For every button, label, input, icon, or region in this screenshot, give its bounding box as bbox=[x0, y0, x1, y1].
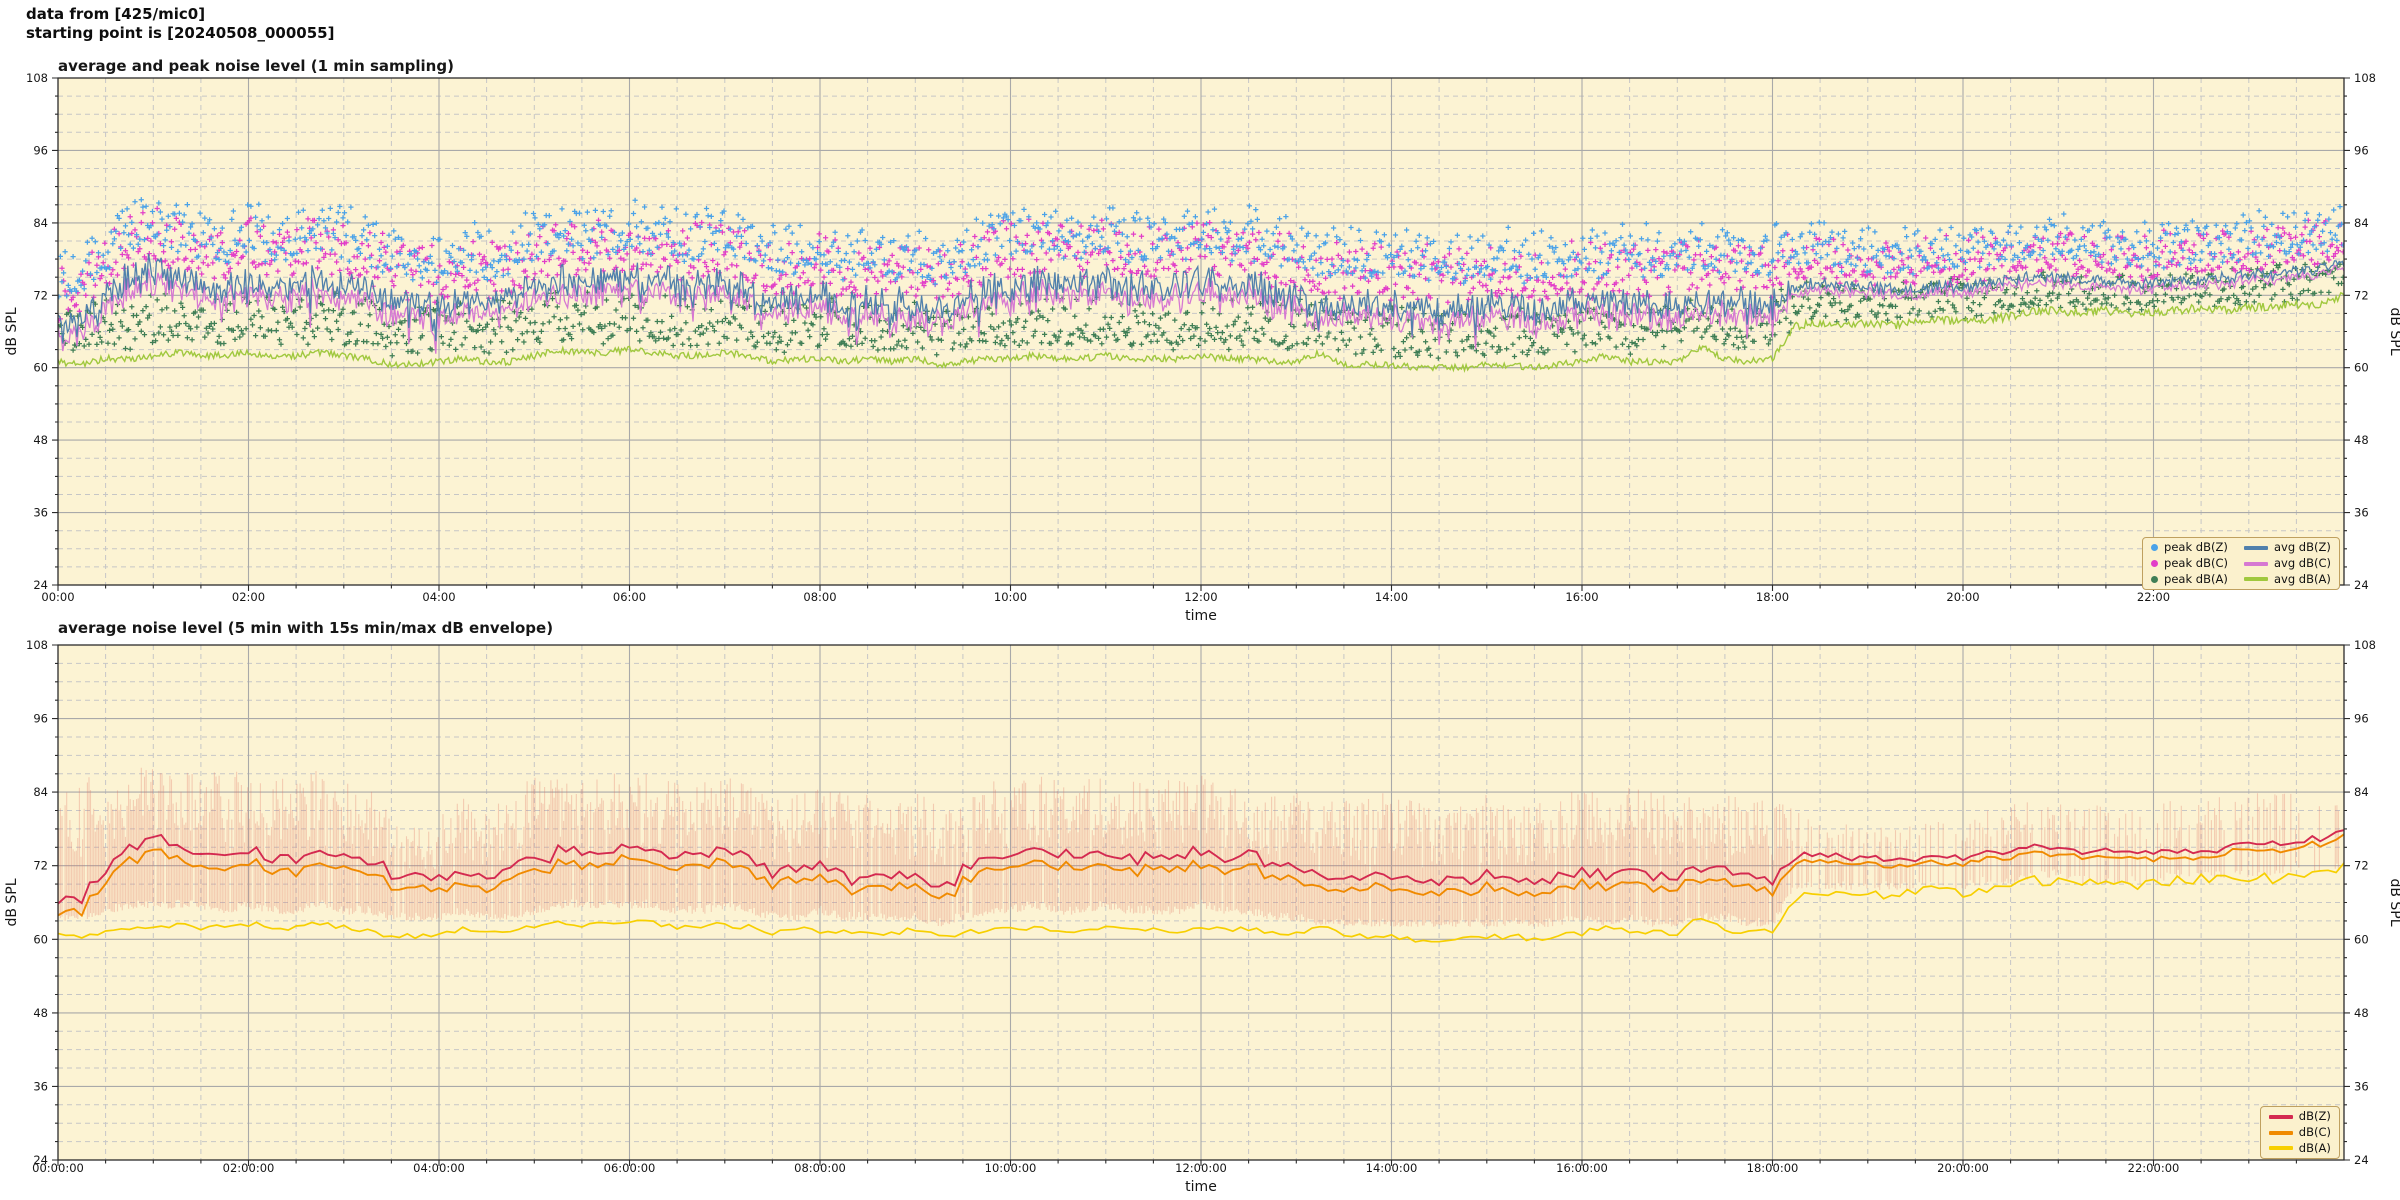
svg-text:24: 24 bbox=[33, 578, 48, 592]
line-swatch-icon bbox=[2268, 1146, 2293, 1151]
header-source-line: data from [425/mic0] bbox=[26, 5, 206, 23]
legend-label-peak-db-c: peak dB(C) bbox=[2164, 555, 2228, 570]
legend-item-db-c: dB(C) bbox=[2268, 1124, 2331, 1140]
top-chart-ylabel-right: dB SPL bbox=[2387, 307, 2400, 355]
header-start-line: starting point is [20240508_000055] bbox=[26, 24, 335, 43]
svg-text:00:00:00: 00:00:00 bbox=[32, 1161, 84, 1175]
svg-text:48: 48 bbox=[33, 1006, 48, 1020]
svg-text:72: 72 bbox=[33, 288, 48, 302]
bottom-chart-xlabel: time bbox=[1185, 1179, 1217, 1195]
line-swatch-icon bbox=[2243, 545, 2268, 550]
legend-label-db-a: dB(A) bbox=[2298, 1140, 2331, 1155]
svg-text:48: 48 bbox=[2354, 433, 2369, 447]
legend-item-avg-db-z: avg dB(Z) bbox=[2243, 540, 2331, 555]
svg-text:18:00: 18:00 bbox=[1756, 590, 1789, 604]
svg-text:08:00: 08:00 bbox=[803, 590, 836, 604]
line-swatch-icon bbox=[2268, 1130, 2293, 1135]
svg-text:16:00:00: 16:00:00 bbox=[1556, 1161, 1608, 1175]
line-swatch-icon bbox=[2243, 561, 2268, 566]
top-chart-title: average and peak noise level (1 min samp… bbox=[58, 57, 454, 75]
svg-text:84: 84 bbox=[2354, 785, 2369, 799]
svg-text:36: 36 bbox=[33, 1079, 48, 1093]
svg-text:36: 36 bbox=[33, 506, 48, 520]
legend-item-peak-db-a: peak dB(A) bbox=[2151, 571, 2228, 587]
svg-text:20:00:00: 20:00:00 bbox=[1937, 1161, 1989, 1175]
legend-label-peak-db-a: peak dB(A) bbox=[2164, 571, 2228, 586]
svg-text:00:00: 00:00 bbox=[41, 590, 74, 604]
svg-text:96: 96 bbox=[2354, 712, 2369, 726]
report-header: data from [425/mic0] starting point is [… bbox=[26, 5, 334, 43]
legend-label-peak-db-z: peak dB(Z) bbox=[2164, 540, 2228, 554]
svg-text:10:00: 10:00 bbox=[994, 590, 1027, 604]
svg-text:84: 84 bbox=[33, 216, 48, 230]
svg-text:108: 108 bbox=[26, 638, 48, 652]
point-marker-icon bbox=[2151, 560, 2159, 568]
svg-text:06:00: 06:00 bbox=[613, 590, 646, 604]
svg-text:108: 108 bbox=[26, 71, 48, 85]
svg-text:02:00: 02:00 bbox=[232, 590, 265, 604]
bottom-chart-legend: dB(Z) dB(C) dB(A) bbox=[2259, 1106, 2340, 1160]
svg-text:22:00: 22:00 bbox=[2137, 590, 2170, 604]
svg-text:96: 96 bbox=[33, 712, 48, 726]
svg-text:18:00:00: 18:00:00 bbox=[1747, 1161, 1799, 1175]
svg-text:36: 36 bbox=[2354, 1079, 2369, 1093]
svg-text:84: 84 bbox=[2354, 216, 2369, 230]
svg-text:08:00:00: 08:00:00 bbox=[794, 1161, 846, 1175]
svg-text:24: 24 bbox=[33, 1153, 48, 1167]
point-marker-icon bbox=[2151, 544, 2159, 552]
svg-text:20:00: 20:00 bbox=[1946, 590, 1979, 604]
legend-item-avg-db-c: avg dB(C) bbox=[2243, 555, 2331, 571]
bottom-chart-ylabel-left: dB SPL bbox=[4, 878, 20, 926]
svg-text:84: 84 bbox=[33, 785, 48, 799]
svg-text:72: 72 bbox=[2354, 859, 2369, 873]
svg-text:06:00:00: 06:00:00 bbox=[604, 1161, 656, 1175]
top-chart-xlabel: time bbox=[1185, 608, 1217, 624]
legend-label-db-z: dB(Z) bbox=[2298, 1109, 2331, 1123]
svg-text:12:00:00: 12:00:00 bbox=[1175, 1161, 1227, 1175]
svg-text:10:00:00: 10:00:00 bbox=[985, 1161, 1037, 1175]
legend-item-avg-db-a: avg dB(A) bbox=[2243, 571, 2331, 587]
svg-text:108: 108 bbox=[2354, 71, 2376, 85]
bottom-chart-title: average noise level (5 min with 15s min/… bbox=[58, 619, 553, 637]
top-chart-legend: peak dB(Z) avg dB(Z) peak dB(C) avg dB(C) pe… bbox=[2142, 537, 2340, 591]
svg-text:12:00: 12:00 bbox=[1184, 590, 1217, 604]
svg-text:04:00:00: 04:00:00 bbox=[413, 1161, 465, 1175]
svg-text:16:00: 16:00 bbox=[1565, 590, 1598, 604]
svg-text:02:00:00: 02:00:00 bbox=[223, 1161, 275, 1175]
legend-label-db-c: dB(C) bbox=[2298, 1124, 2331, 1139]
legend-item-db-z: dB(Z) bbox=[2268, 1109, 2331, 1124]
svg-text:48: 48 bbox=[33, 433, 48, 447]
svg-text:108: 108 bbox=[2354, 638, 2376, 652]
line-swatch-icon bbox=[2268, 1114, 2293, 1119]
legend-label-avg-db-a: avg dB(A) bbox=[2273, 571, 2331, 586]
svg-text:22:00:00: 22:00:00 bbox=[2128, 1161, 2180, 1175]
svg-text:72: 72 bbox=[2354, 288, 2369, 302]
svg-text:14:00: 14:00 bbox=[1375, 590, 1408, 604]
svg-text:72: 72 bbox=[33, 859, 48, 873]
svg-text:48: 48 bbox=[2354, 1006, 2369, 1020]
svg-text:24: 24 bbox=[2354, 1153, 2369, 1167]
svg-text:96: 96 bbox=[33, 143, 48, 157]
svg-text:60: 60 bbox=[33, 361, 48, 375]
legend-label-avg-db-z: avg dB(Z) bbox=[2273, 540, 2331, 554]
svg-text:24: 24 bbox=[2354, 578, 2369, 592]
svg-text:96: 96 bbox=[2354, 143, 2369, 157]
svg-text:60: 60 bbox=[2354, 932, 2369, 946]
legend-label-avg-db-c: avg dB(C) bbox=[2273, 555, 2331, 570]
svg-text:14:00:00: 14:00:00 bbox=[1366, 1161, 1418, 1175]
svg-text:04:00: 04:00 bbox=[422, 590, 455, 604]
svg-text:60: 60 bbox=[2354, 361, 2369, 375]
legend-item-peak-db-z: peak dB(Z) bbox=[2151, 540, 2228, 555]
bottom-chart-ylabel-right: dB SPL bbox=[2387, 878, 2400, 926]
line-swatch-icon bbox=[2243, 577, 2268, 582]
legend-item-peak-db-c: peak dB(C) bbox=[2151, 555, 2228, 571]
svg-text:36: 36 bbox=[2354, 506, 2369, 520]
svg-text:60: 60 bbox=[33, 932, 48, 946]
top-chart-ylabel-left: dB SPL bbox=[4, 307, 20, 355]
point-marker-icon bbox=[2151, 575, 2159, 583]
legend-item-db-a: dB(A) bbox=[2268, 1140, 2331, 1156]
